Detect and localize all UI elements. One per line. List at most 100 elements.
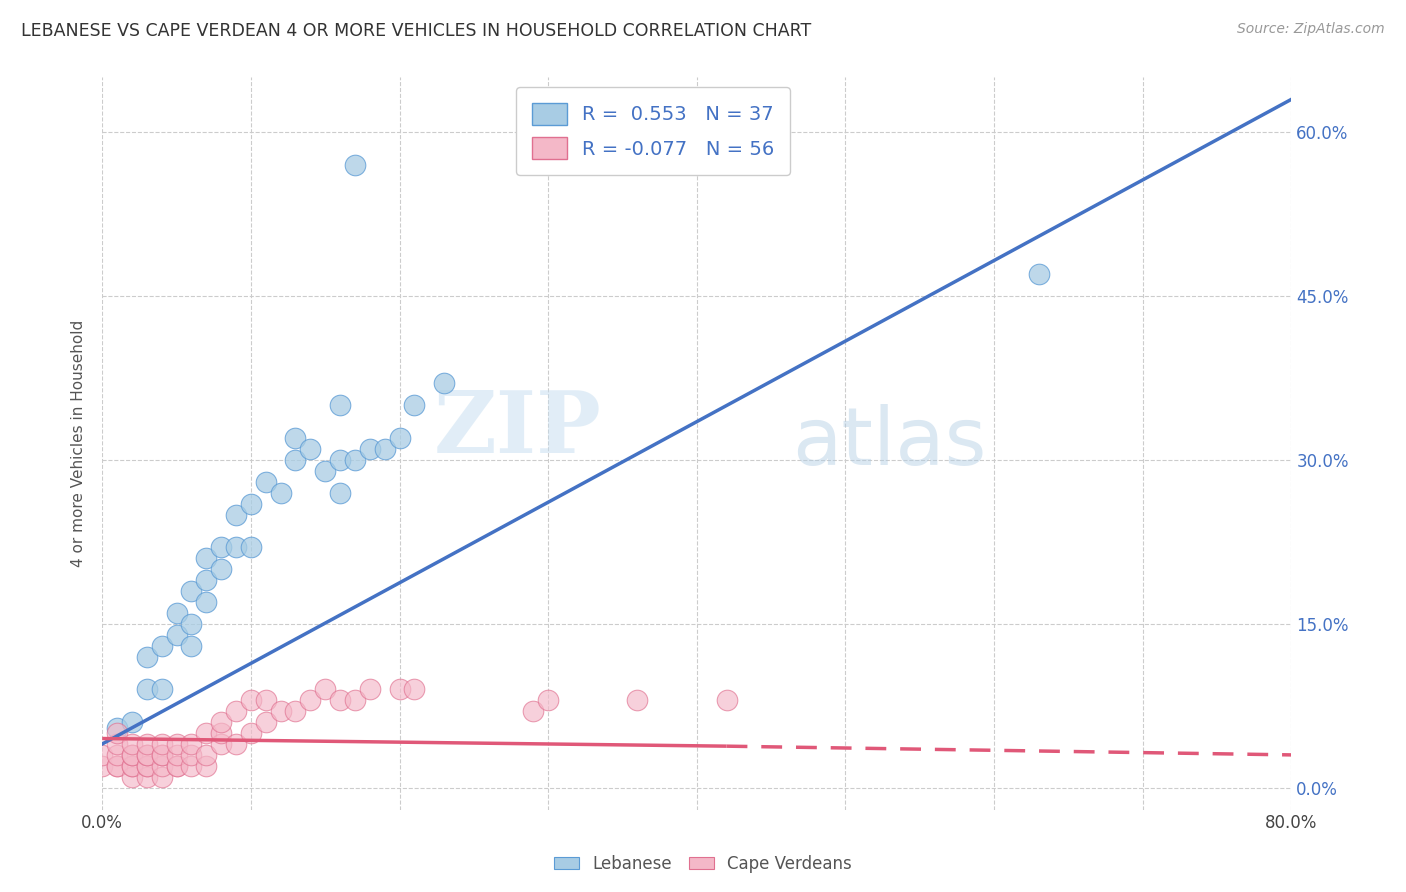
Point [329,693,352,707]
Point [239,726,262,740]
Point [150,770,173,784]
Point [343,453,366,467]
Point [404,682,426,697]
Point [121,747,143,762]
Point [433,376,456,391]
Point [329,453,352,467]
Point [180,616,202,631]
Point [1028,267,1050,281]
Point [329,398,352,412]
Point [239,541,262,555]
Point [209,541,232,555]
Point [254,475,277,489]
Point [239,693,262,707]
Point [254,693,277,707]
Point [209,715,232,730]
Point [195,759,218,773]
Point [239,497,262,511]
Point [150,747,173,762]
Point [225,704,247,718]
Text: Source: ZipAtlas.com: Source: ZipAtlas.com [1237,22,1385,37]
Point [284,704,307,718]
Point [105,759,128,773]
Point [121,715,143,730]
Text: atlas: atlas [792,404,987,483]
Point [195,595,218,609]
Point [343,158,366,172]
Point [343,693,366,707]
Point [522,704,544,718]
Point [135,747,157,762]
Point [135,759,157,773]
Point [150,737,173,751]
Y-axis label: 4 or more Vehicles in Household: 4 or more Vehicles in Household [72,320,86,567]
Point [135,770,157,784]
Point [626,693,648,707]
Point [150,639,173,653]
Point [195,573,218,587]
Point [537,693,560,707]
Point [254,715,277,730]
Point [329,485,352,500]
Point [150,759,173,773]
Point [284,453,307,467]
Point [716,693,738,707]
Point [209,726,232,740]
Point [195,747,218,762]
Legend: R =  0.553   N = 37, R = -0.077   N = 56: R = 0.553 N = 37, R = -0.077 N = 56 [516,87,790,175]
Point [135,759,157,773]
Point [166,747,188,762]
Point [105,721,128,735]
Point [150,747,173,762]
Point [225,508,247,522]
Point [180,747,202,762]
Point [166,606,188,620]
Point [121,759,143,773]
Point [105,759,128,773]
Point [209,737,232,751]
Point [388,682,411,697]
Point [166,737,188,751]
Legend: Lebanese, Cape Verdeans: Lebanese, Cape Verdeans [547,848,859,880]
Point [105,737,128,751]
Point [195,726,218,740]
Point [135,737,157,751]
Point [225,737,247,751]
Point [121,747,143,762]
Text: ZIP: ZIP [434,387,602,471]
Point [135,649,157,664]
Point [150,682,173,697]
Point [180,759,202,773]
Point [299,442,322,456]
Point [225,541,247,555]
Point [135,682,157,697]
Point [299,693,322,707]
Point [209,562,232,576]
Point [180,584,202,599]
Point [180,639,202,653]
Point [359,442,381,456]
Point [166,759,188,773]
Point [180,737,202,751]
Point [121,737,143,751]
Point [105,747,128,762]
Point [314,464,336,478]
Point [105,726,128,740]
Point [388,431,411,445]
Point [374,442,396,456]
Point [91,747,114,762]
Point [284,431,307,445]
Point [270,485,292,500]
Point [359,682,381,697]
Point [314,682,336,697]
Point [135,747,157,762]
Point [121,759,143,773]
Text: LEBANESE VS CAPE VERDEAN 4 OR MORE VEHICLES IN HOUSEHOLD CORRELATION CHART: LEBANESE VS CAPE VERDEAN 4 OR MORE VEHIC… [21,22,811,40]
Point [195,551,218,566]
Point [121,770,143,784]
Point [404,398,426,412]
Point [166,759,188,773]
Point [270,704,292,718]
Point [91,759,114,773]
Point [166,628,188,642]
